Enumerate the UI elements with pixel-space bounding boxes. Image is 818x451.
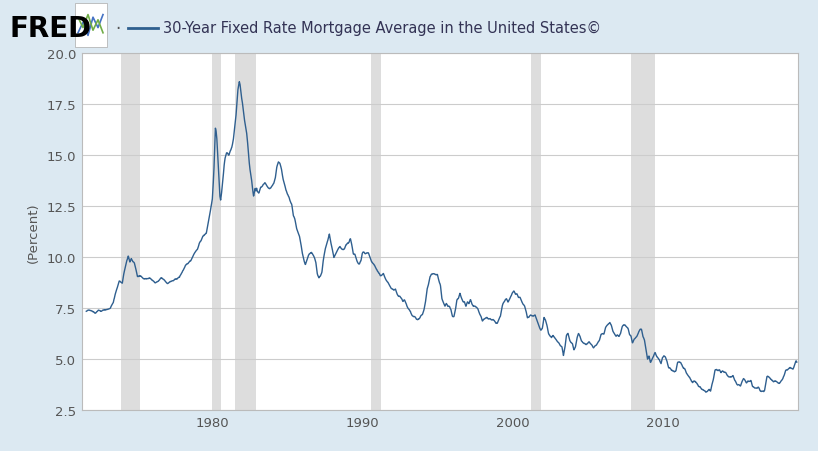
Bar [213,54,221,410]
Bar [531,54,542,410]
Text: FRED: FRED [10,14,92,42]
Text: 30-Year Fixed Rate Mortgage Average in the United States©: 30-Year Fixed Rate Mortgage Average in t… [163,21,601,36]
Y-axis label: (Percent): (Percent) [27,202,40,262]
Bar [235,54,256,410]
Text: ·: · [115,19,120,37]
Bar [121,54,140,410]
Bar [371,54,381,410]
Bar [631,54,655,410]
FancyBboxPatch shape [75,4,107,48]
